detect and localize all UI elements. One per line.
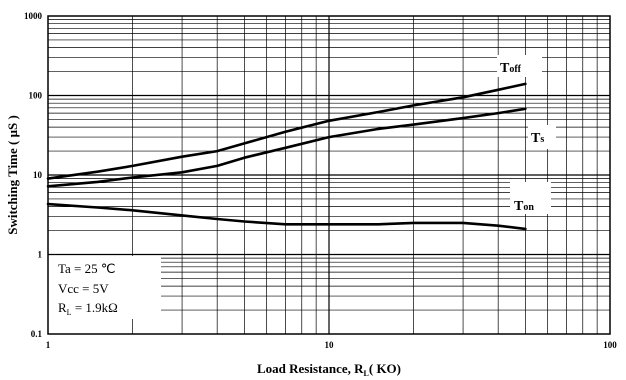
condition-ta: Ta = 25 ℃	[58, 261, 115, 276]
toff-curve	[46, 82, 527, 180]
y-axis-label: Switching Time ( μS )	[5, 115, 20, 235]
ts-label-mask	[528, 125, 556, 149]
plot-frame	[47, 15, 611, 335]
y-tick-label: 100	[29, 91, 43, 101]
x-tick-label: 10	[325, 340, 335, 350]
y-tick-label: 1	[38, 250, 43, 260]
series-group	[46, 82, 527, 231]
y-tick-label: 10	[33, 170, 43, 180]
ts-curve	[46, 107, 527, 188]
condition-vcc: Vcc = 5V	[58, 281, 109, 296]
ton-label: Ton	[514, 199, 534, 214]
condition-rl: RL = 1.9kΩ	[58, 300, 118, 317]
y-tick-label: 0.1	[31, 329, 43, 339]
x-tick-label: 1	[46, 340, 51, 350]
y-tick-label: 1000	[24, 11, 43, 21]
x-tick-label: 100	[603, 340, 617, 350]
x-axis-label: Load Resistance, RL( KO)	[257, 361, 401, 378]
ton-label-mask	[510, 182, 551, 214]
y-grid	[48, 19, 610, 311]
conditions-box	[48, 256, 161, 319]
ton-curve	[46, 202, 527, 231]
toff-label-mask	[497, 55, 542, 77]
ts-label: Ts	[531, 131, 544, 146]
toff-label: Toff	[500, 61, 522, 76]
